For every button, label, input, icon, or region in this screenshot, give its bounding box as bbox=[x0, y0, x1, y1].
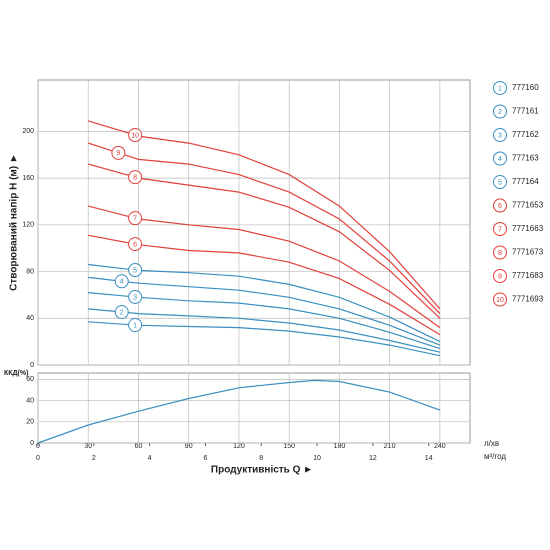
x2-tick-label: 12 bbox=[369, 455, 377, 462]
legend-circle bbox=[493, 245, 507, 260]
legend-label: 7771693 bbox=[512, 295, 544, 304]
legend-circle bbox=[493, 104, 507, 119]
legend-circle bbox=[493, 151, 507, 166]
curve-label-circle bbox=[114, 274, 129, 289]
data-line bbox=[88, 263, 441, 343]
curve-label: 6 bbox=[133, 241, 137, 248]
x-tick-label: 90 bbox=[185, 443, 193, 450]
x-tick-label: 210 bbox=[384, 443, 396, 450]
legend-label: 7771663 bbox=[512, 224, 544, 233]
curve-label: 4 bbox=[120, 279, 124, 286]
legend-number: 3 bbox=[498, 132, 502, 139]
y-tick-label: 20 bbox=[26, 419, 34, 426]
curve-label-circle bbox=[128, 289, 143, 304]
data-line bbox=[88, 292, 441, 350]
x2-tick-label: 10 bbox=[313, 455, 321, 462]
y-tick-label: 0 bbox=[30, 362, 34, 369]
legend-number: 8 bbox=[498, 250, 502, 257]
curve-label: 10 bbox=[131, 132, 139, 139]
x-tick-label: 240 bbox=[434, 443, 446, 450]
legend-number: 4 bbox=[498, 156, 502, 163]
data-line bbox=[88, 120, 441, 310]
x-unit: л/хв bbox=[484, 439, 499, 448]
legend-label: 777161 bbox=[512, 107, 539, 116]
curve-label-circle bbox=[128, 128, 143, 143]
curve-label: 5 bbox=[133, 267, 137, 274]
data-line bbox=[88, 276, 441, 346]
y-axis-label: Створюваний напір H (м) ► bbox=[9, 153, 20, 291]
legend-label: 777162 bbox=[512, 130, 539, 139]
y-axis-label: ККД(%) bbox=[4, 370, 28, 377]
legend-label: 777160 bbox=[512, 83, 539, 92]
legend-number: 7 bbox=[498, 226, 502, 233]
x-tick-label: 120 bbox=[233, 443, 245, 450]
legend-number: 1 bbox=[498, 85, 502, 92]
y-tick-label: 60 bbox=[26, 376, 34, 383]
x2-tick-label: 0 bbox=[36, 455, 40, 462]
legend-label: 7771673 bbox=[512, 248, 544, 257]
legend-circle bbox=[493, 175, 507, 189]
curve-label: 8 bbox=[133, 175, 137, 182]
curve-label-circle bbox=[128, 263, 143, 277]
x-tick-label: 30 bbox=[84, 443, 92, 450]
curve-label-circle bbox=[128, 211, 143, 226]
y-tick-label: 0 bbox=[30, 440, 34, 447]
data-line bbox=[88, 142, 441, 315]
data-line bbox=[88, 163, 441, 319]
y-tick-label: 80 bbox=[26, 268, 34, 275]
x-axis-label: Продуктивність Q ► bbox=[211, 465, 313, 476]
curve-label: 1 bbox=[133, 322, 137, 329]
x2-tick-label: 8 bbox=[259, 455, 263, 462]
data-line bbox=[88, 234, 441, 336]
x2-unit: м³/год bbox=[484, 452, 506, 461]
curve-label: 3 bbox=[133, 294, 137, 301]
data-line bbox=[88, 321, 441, 357]
legend-circle bbox=[493, 81, 507, 95]
data-line bbox=[88, 308, 441, 353]
legend-label: 777163 bbox=[512, 154, 539, 163]
x-tick-label: 150 bbox=[283, 443, 295, 450]
x2-tick-label: 6 bbox=[203, 455, 207, 462]
curve-label-circle bbox=[128, 237, 143, 252]
legend-label: 777164 bbox=[512, 177, 539, 186]
data-line bbox=[37, 379, 441, 444]
legend-number: 5 bbox=[498, 179, 502, 186]
legend-number: 10 bbox=[496, 297, 504, 304]
legend-circle bbox=[493, 292, 507, 307]
data-line bbox=[88, 205, 441, 329]
curve-label: 7 bbox=[133, 215, 137, 222]
legend-label: 7771653 bbox=[512, 201, 544, 210]
y-tick-label: 40 bbox=[26, 315, 34, 322]
curve-label-circle bbox=[111, 145, 126, 160]
legend-circle bbox=[493, 222, 507, 236]
legend-circle bbox=[493, 128, 507, 142]
curve-label-circle bbox=[128, 170, 143, 185]
x-tick-label: 60 bbox=[135, 443, 143, 450]
legend-circle bbox=[493, 269, 507, 283]
plot-frame bbox=[37, 372, 471, 444]
curve-label-circle bbox=[128, 318, 143, 333]
x2-tick-label: 14 bbox=[425, 455, 433, 462]
x2-tick-label: 2 bbox=[92, 455, 96, 462]
legend-number: 2 bbox=[498, 109, 502, 116]
x-tick-label: 180 bbox=[334, 443, 346, 450]
curve-label: 2 bbox=[120, 309, 124, 316]
legend-number: 9 bbox=[498, 273, 502, 280]
curve-label: 9 bbox=[116, 150, 120, 157]
legend-label: 7771683 bbox=[512, 271, 544, 280]
x-tick-label: 0 bbox=[36, 443, 40, 450]
legend-number: 6 bbox=[498, 203, 502, 210]
y-tick-label: 40 bbox=[26, 397, 34, 404]
y-tick-label: 160 bbox=[22, 175, 34, 182]
curve-label-circle bbox=[114, 305, 129, 320]
x2-tick-label: 4 bbox=[148, 455, 152, 462]
y-tick-label: 200 bbox=[22, 128, 34, 135]
legend-circle bbox=[493, 198, 507, 213]
y-tick-label: 120 bbox=[22, 222, 34, 229]
